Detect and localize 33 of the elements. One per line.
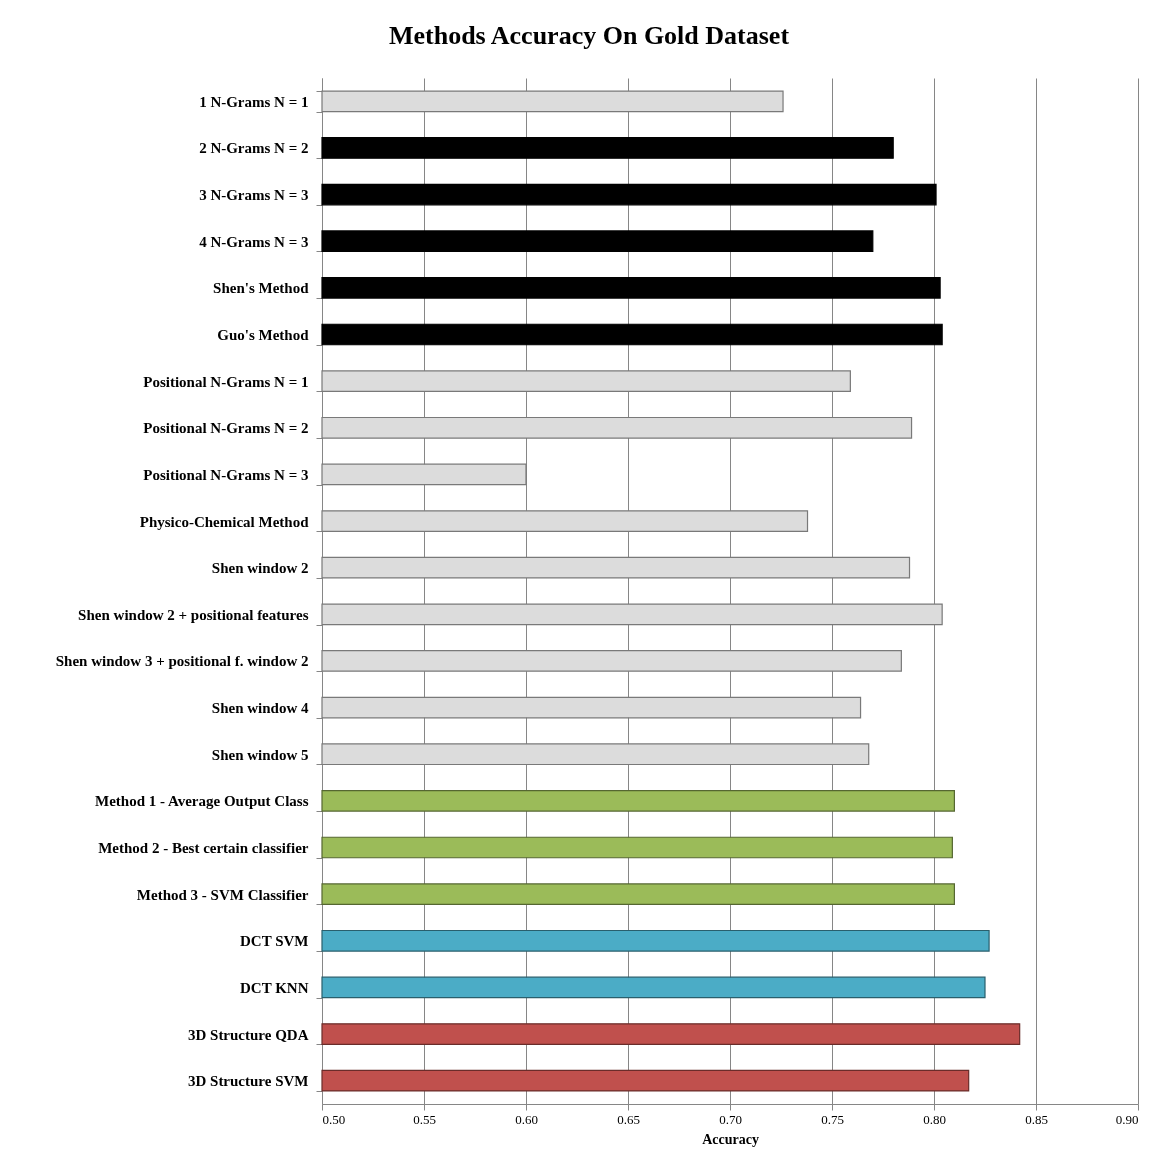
y-tick-label: Shen window 3 + positional f. window 2	[55, 653, 309, 670]
x-tick-label: 0.55	[413, 1111, 436, 1127]
y-tick-label: 3D Structure QDA	[187, 1026, 309, 1043]
y-tick-label: Method 2 - Best certain classifier	[98, 840, 309, 856]
x-tick-label: 0.60	[515, 1111, 538, 1127]
y-tick-label: Shen's Method	[213, 280, 310, 297]
y-tick-label: Method 1 - Average Output Class	[95, 793, 309, 810]
x-tick-label: 0.50	[322, 1111, 346, 1127]
y-tick-label: Shen window 4	[211, 700, 309, 717]
y-tick-label: Guo's Method	[217, 327, 310, 343]
y-tick-label: Shen window 2 + positional features	[78, 606, 309, 623]
y-tick-label: 3D Structure SVM	[187, 1073, 309, 1090]
x-tick-label: 0.70	[719, 1111, 742, 1127]
y-tick-label: 3 N-Grams N = 3	[199, 187, 309, 204]
y-tick-label: 2 N-Grams N = 2	[199, 140, 309, 157]
y-tick-label: Physico-Chemical Method	[139, 513, 310, 530]
y-tick-label: Positional N-Grams N = 2	[143, 420, 309, 437]
y-tick-label: Shen window 2	[211, 560, 309, 577]
x-tick-label: 0.65	[617, 1111, 640, 1127]
y-tick-label: Shen window 5	[211, 746, 309, 763]
chart-title: Methods Accuracy On Gold Dataset	[388, 21, 790, 50]
x-tick-label: 0.90	[1115, 1111, 1139, 1127]
y-tick-label: Method 3 - SVM Classifier	[136, 886, 309, 903]
y-tick-label: 1 N-Grams N = 1	[199, 93, 309, 110]
y-tick-label: DCT SVM	[240, 933, 309, 950]
x-tick-label: 0.75	[821, 1111, 844, 1127]
x-tick-label: 0.80	[923, 1111, 946, 1127]
x-axis-title: Accuracy	[702, 1131, 759, 1147]
y-tick-label: Positional N-Grams N = 1	[143, 373, 309, 390]
y-tick-label: Positional N-Grams N = 3	[143, 466, 309, 483]
y-tick-label: DCT KNN	[240, 979, 309, 996]
x-tick-label: 0.85	[1025, 1111, 1048, 1127]
y-tick-label: 4 N-Grams N = 3	[199, 233, 309, 250]
